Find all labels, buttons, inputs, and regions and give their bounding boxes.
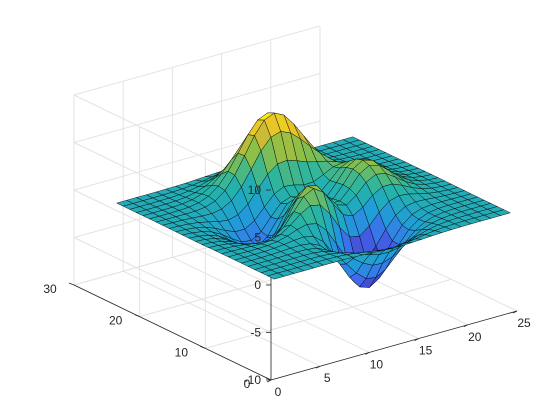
y-tick-label: 20 bbox=[109, 314, 123, 328]
x-tick-label: 25 bbox=[517, 316, 531, 330]
z-tick-label: -10 bbox=[244, 373, 262, 387]
x-axis-ticks: 0 5 10 15 20 25 bbox=[266, 310, 531, 399]
y-tick-mark bbox=[200, 345, 206, 349]
x-tick-mark bbox=[316, 365, 321, 369]
z-tick-label: -5 bbox=[250, 326, 261, 340]
grid-line-floor-y bbox=[205, 278, 452, 349]
y-tick-mark bbox=[134, 314, 140, 318]
grid-line-back-z bbox=[73, 25, 321, 96]
x-axis-line bbox=[270, 310, 518, 381]
y-axis-line bbox=[73, 284, 272, 381]
grid-line-floor-x bbox=[122, 270, 321, 367]
x-tick-label: 15 bbox=[419, 344, 433, 358]
y-axis-ticks: 0 10 20 30 bbox=[43, 282, 272, 391]
y-tick-label: 0 bbox=[244, 377, 251, 391]
x-tick-mark bbox=[463, 324, 468, 328]
grid-line-side-z bbox=[73, 237, 272, 333]
y-tick-mark bbox=[68, 282, 75, 286]
grid-line-back-z bbox=[73, 73, 321, 143]
grid-line-side-z bbox=[73, 189, 272, 286]
x-tick-label: 5 bbox=[324, 371, 331, 385]
x-tick-label: 0 bbox=[275, 385, 282, 399]
z-tick-label: 0 bbox=[254, 278, 261, 292]
x-tick-mark bbox=[414, 338, 419, 341]
x-tick-label: 20 bbox=[468, 330, 482, 344]
x-tick-mark bbox=[365, 352, 370, 355]
surface-face bbox=[267, 272, 285, 280]
x-tick-mark bbox=[512, 310, 518, 314]
x-tick-label: 10 bbox=[370, 357, 384, 371]
surface-plot bbox=[115, 112, 512, 288]
z-tick-label: 10 bbox=[248, 183, 262, 197]
z-axis-ticks: -10 -5 0 5 10 bbox=[244, 183, 271, 387]
y-tick-label: 30 bbox=[43, 282, 57, 296]
y-tick-label: 10 bbox=[175, 345, 189, 359]
z-tick-label: 5 bbox=[254, 231, 261, 245]
